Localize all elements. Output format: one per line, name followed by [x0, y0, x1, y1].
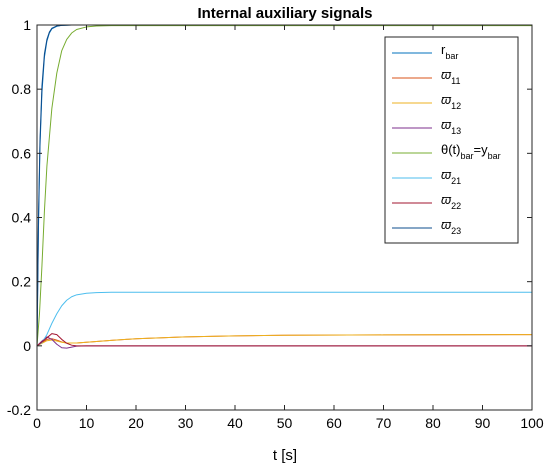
y-tick-label: 0.4: [12, 210, 32, 226]
legend-label: ϖ23: [441, 217, 461, 236]
legend-label-main: r: [441, 42, 446, 57]
legend-label: ϖ22: [441, 192, 461, 211]
legend-label-subscript: bar: [488, 151, 501, 161]
x-tick-label: 10: [79, 415, 95, 431]
legend-item: ϖ23: [392, 217, 461, 236]
legend-label-main: ϖ: [441, 167, 452, 182]
x-tick-label: 60: [326, 415, 342, 431]
x-tick-label: 20: [128, 415, 144, 431]
legend-label-main: ϖ: [441, 192, 452, 207]
legend-label-suffix: =y: [474, 142, 489, 157]
legend-label-main: ϖ: [441, 217, 452, 232]
y-tick-label: 0: [23, 338, 31, 354]
legend-label-main: θ(t): [441, 142, 461, 157]
y-axis-ticks: -0.2 0 0.2 0.4 0.6 0.8 1: [7, 17, 532, 418]
legend-label-subscript: 22: [451, 201, 461, 211]
chart-title: Internal auxiliary signals: [197, 5, 372, 22]
x-tick-label: 40: [227, 415, 243, 431]
x-tick-label: 70: [376, 415, 392, 431]
legend-label-main: ϖ: [441, 92, 452, 107]
y-tick-label: 0.2: [12, 274, 32, 290]
legend-label: ϖ12: [441, 92, 461, 111]
y-tick-label: 1: [23, 17, 31, 33]
y-tick-label: 0.6: [12, 145, 32, 161]
legend-label-main: ϖ: [441, 117, 452, 132]
x-tick-label: 0: [33, 415, 41, 431]
x-tick-label: 100: [520, 415, 544, 431]
legend-label-subscript: bar: [445, 51, 458, 61]
legend-item: ϖ22: [392, 192, 461, 211]
legend-item: θ(t)bar=ybar: [392, 142, 501, 161]
series-line-3: [36, 334, 533, 347]
series-line-7: [36, 333, 532, 347]
legend-label: θ(t)bar=ybar: [441, 142, 501, 161]
x-axis-label: t [s]: [273, 447, 297, 464]
legend-label: rbar: [441, 42, 458, 61]
legend-box: [384, 36, 519, 244]
legend-item: rbar: [392, 42, 458, 61]
legend-label-main: ϖ: [441, 67, 452, 82]
x-tick-label: 90: [475, 415, 491, 431]
legend-label: ϖ21: [441, 167, 461, 186]
legend-item: ϖ11: [392, 67, 460, 86]
legend-item: ϖ12: [392, 92, 461, 111]
legend-label-subscript: 21: [451, 176, 461, 186]
legend-label-subscript: 13: [451, 126, 461, 136]
x-axis-ticks: 0 10 20 30 40 50 60 70 80 90 100: [33, 25, 544, 431]
y-tick-label: -0.2: [7, 402, 31, 418]
legend-label: ϖ11: [441, 67, 460, 86]
y-tick-label: 0.8: [12, 81, 32, 97]
x-tick-label: 50: [277, 415, 293, 431]
legend-label-subscript: bar: [461, 151, 474, 161]
legend-label-subscript: 23: [451, 226, 461, 236]
legend-label-subscript: 11: [451, 76, 460, 86]
legend-label-subscript: 12: [451, 101, 461, 111]
legend-label: ϖ13: [441, 117, 461, 136]
series-line-6: [36, 291, 532, 347]
series-layer: [36, 24, 533, 349]
x-tick-label: 30: [178, 415, 194, 431]
series-line-5: [36, 25, 532, 346]
legend-item: ϖ13: [392, 117, 461, 136]
x-tick-label: 80: [425, 415, 441, 431]
legend-item: ϖ21: [392, 167, 461, 186]
